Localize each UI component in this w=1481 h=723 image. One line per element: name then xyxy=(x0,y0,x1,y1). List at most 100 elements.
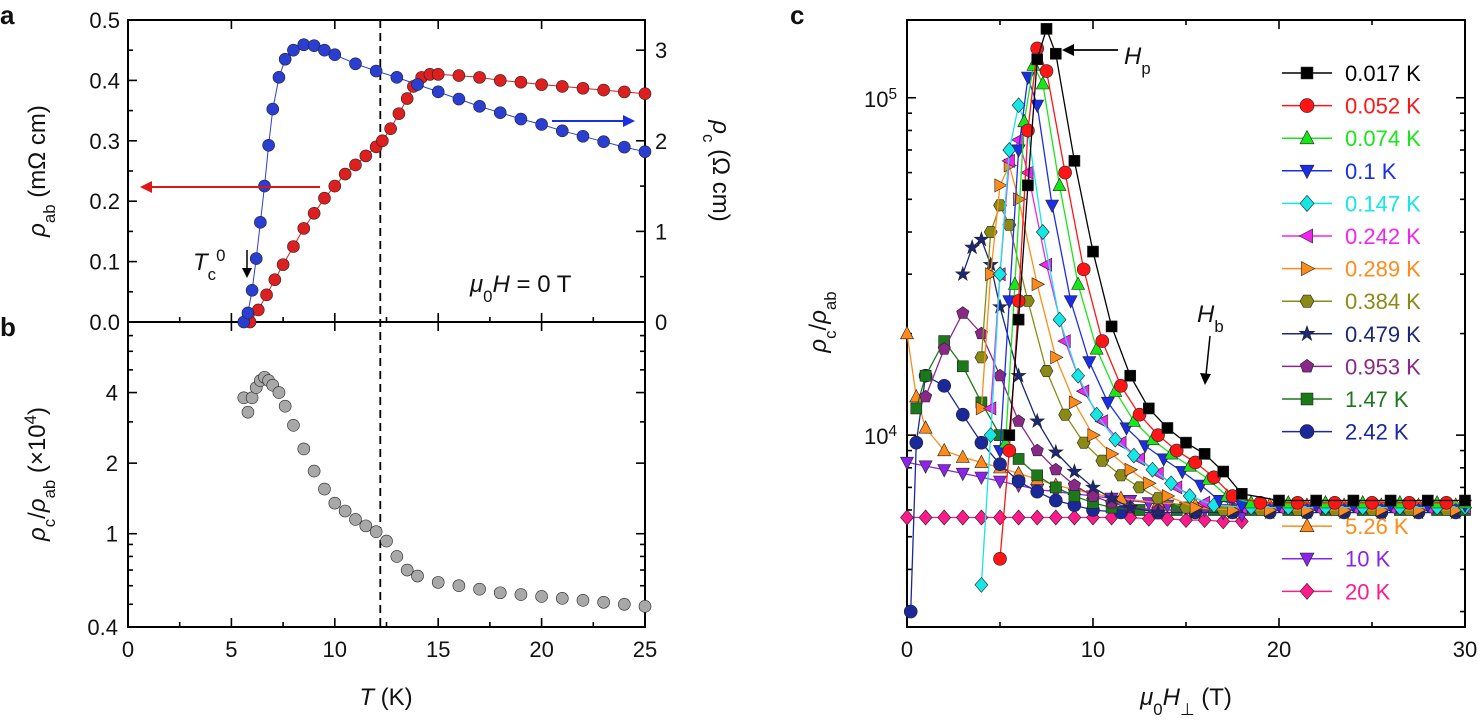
data-point-rho-ab xyxy=(349,158,362,172)
tick-label-a-left: 0.3 xyxy=(89,129,120,154)
data-point-0-017-K xyxy=(1198,448,1211,460)
data-point-0-052-K xyxy=(1253,496,1268,510)
data-point-0-017-K xyxy=(1384,494,1397,507)
legend-label-2-42-K: 2.42 K xyxy=(1345,420,1409,445)
data-point-0-017-K xyxy=(1003,429,1016,441)
legend-label-20-K: 20 K xyxy=(1345,579,1391,604)
data-point-rho-ab xyxy=(576,81,590,95)
tick-label-y-c: 104 xyxy=(864,423,897,450)
data-point-ratio xyxy=(514,588,528,601)
tick-label-a-left: 0.5 xyxy=(89,8,120,33)
data-point-rho-ab xyxy=(276,258,290,271)
data-point-0-1-K xyxy=(1082,356,1097,370)
data-point-0-052-K xyxy=(1169,443,1184,458)
data-point-rho-ab xyxy=(338,167,352,181)
data-point-ratio xyxy=(349,513,362,526)
data-point-0-289-K xyxy=(1301,503,1315,517)
data-point-0-289-K xyxy=(1450,503,1464,517)
panel-label-a: a xyxy=(0,0,15,30)
data-point-0-147-K xyxy=(1127,447,1141,464)
data-point-5-26-K xyxy=(974,454,989,468)
data-point-10-K xyxy=(918,460,933,474)
data-point-5-26-K xyxy=(900,325,914,340)
data-point-0-384-K xyxy=(1132,481,1147,494)
data-point-10-K xyxy=(974,471,989,486)
data-point-0-289-K xyxy=(985,267,999,282)
data-point-0-017-K xyxy=(1031,53,1044,66)
data-point-0-017-K xyxy=(1068,155,1081,167)
data-point-0-147-K xyxy=(1071,367,1085,384)
data-point-0-017-K xyxy=(1180,436,1192,449)
data-point-0-953-K xyxy=(1067,478,1081,491)
data-point-rho-ab xyxy=(493,74,507,87)
arrow-hp-head xyxy=(1062,44,1074,56)
data-point-0-1-K xyxy=(1045,199,1060,214)
legend-marker-0-1-K xyxy=(1299,164,1315,180)
data-point-0-479-K xyxy=(1066,463,1083,479)
data-point-0-017-K xyxy=(1421,494,1434,507)
data-point-2-42-K xyxy=(955,407,970,422)
legend-marker-5-26-K xyxy=(1299,517,1315,533)
data-point-rho-c xyxy=(262,139,275,152)
data-point-rho-c xyxy=(411,78,424,91)
data-point-0-384-K xyxy=(1076,436,1091,449)
data-point-rho-c xyxy=(287,43,300,57)
annotation-field: μ0H = 0 T xyxy=(469,271,572,306)
legend-label-10-K: 10 K xyxy=(1345,547,1391,572)
data-point-0-1-K xyxy=(1100,396,1115,411)
data-point-0-953-K xyxy=(919,389,933,403)
data-point-0-289-K xyxy=(1068,395,1083,410)
annotation-hp: Hp xyxy=(1124,43,1151,78)
data-point-0-147-K xyxy=(1089,406,1104,423)
tick-label-x-c: 20 xyxy=(1267,637,1291,662)
data-point-rho-c xyxy=(254,216,267,229)
tick-label-a-left: 0.4 xyxy=(89,68,120,93)
data-point-ratio xyxy=(597,595,610,609)
data-point-rho-ab xyxy=(287,240,300,253)
data-point-2-42-K xyxy=(937,379,952,393)
legend-marker-0-953-K xyxy=(1299,359,1315,373)
data-point-20-K xyxy=(1030,509,1045,526)
data-point-0-289-K xyxy=(994,178,1008,193)
tick-label-x: 5 xyxy=(225,637,237,662)
data-point-0-242-K xyxy=(1010,132,1025,147)
data-point-2-42-K xyxy=(1030,484,1044,499)
data-point-0-1-K xyxy=(1011,144,1026,158)
data-point-5-26-K xyxy=(955,449,970,463)
data-point-ratio xyxy=(307,464,321,478)
data-point-0-384-K xyxy=(993,199,1007,212)
data-point-0-384-K xyxy=(1095,454,1110,467)
data-point-0-052-K xyxy=(1439,496,1454,510)
legend-label-0-289-K: 0.289 K xyxy=(1345,257,1421,282)
data-point-0-479-K xyxy=(982,256,999,272)
data-point-0-147-K xyxy=(974,576,989,593)
data-point-0-074-K xyxy=(1007,276,1022,290)
ylabel-b: ρc/ρab (×104) xyxy=(21,407,59,542)
data-point-1-47-K xyxy=(1068,490,1081,502)
data-point-0-147-K xyxy=(993,266,1007,283)
legend-label-0-052-K: 0.052 K xyxy=(1345,94,1421,119)
data-point-0-147-K xyxy=(1011,97,1026,114)
legend-label-1-47-K: 1.47 K xyxy=(1345,387,1409,412)
data-point-0-147-K xyxy=(1108,431,1123,448)
legend-label-0-1-K: 0.1 K xyxy=(1345,159,1397,184)
data-point-0-479-K xyxy=(992,298,1008,314)
data-point-20-K xyxy=(1179,512,1193,529)
data-point-ratio xyxy=(411,569,424,583)
data-point-0-479-K xyxy=(1122,499,1139,515)
data-point-rho-c xyxy=(473,100,486,113)
data-point-20-K xyxy=(1197,512,1212,529)
data-point-0-017-K xyxy=(1142,402,1155,415)
data-point-0-147-K xyxy=(1035,224,1050,240)
data-point-rho-ab xyxy=(618,85,631,99)
tick-label-b: 4 xyxy=(106,381,118,406)
data-point-0-289-K xyxy=(975,401,990,416)
data-point-1-47-K xyxy=(1012,453,1025,465)
data-point-ratio xyxy=(400,563,414,577)
data-point-ratio xyxy=(473,582,486,596)
data-point-0-147-K xyxy=(1164,475,1178,492)
ylabel-a-right: ρc (Ω cm) xyxy=(700,119,735,221)
legend-marker-0-074-K xyxy=(1299,129,1315,145)
data-point-rho-c xyxy=(249,252,263,265)
legend-marker-0-017-K xyxy=(1300,66,1314,80)
